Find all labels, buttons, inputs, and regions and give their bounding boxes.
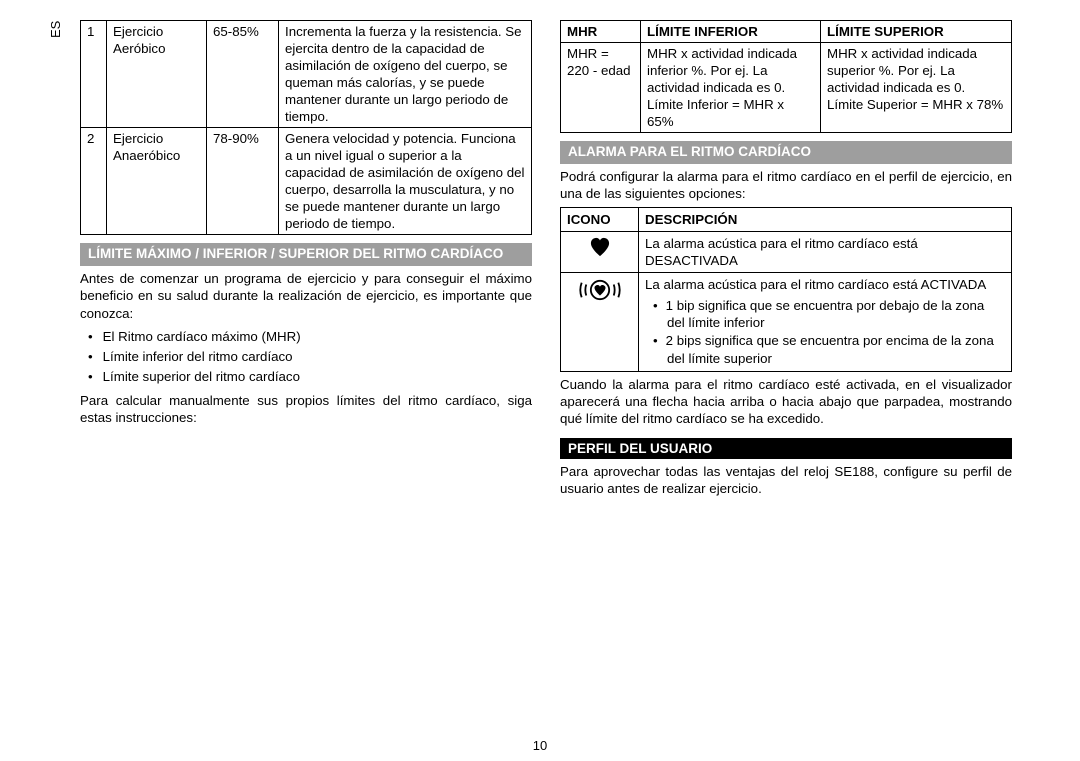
- alarm-head-icon: ICONO: [561, 207, 639, 231]
- mhr-cell-2: MHR x actividad indicada inferior %. Por…: [641, 43, 821, 133]
- ex-pct: 78-90%: [207, 128, 279, 235]
- section-heading-alarm: ALARMA PARA EL RITMO CARDÍACO: [560, 141, 1012, 164]
- table-row: 2Ejercicio Anaeróbico78-90%Genera veloci…: [81, 128, 532, 235]
- alarm-sub-bullets: 1 bip significa que se encuentra por deb…: [645, 297, 1005, 367]
- alarm-after: Cuando la alarma para el ritmo cardíaco …: [560, 376, 1012, 428]
- mhr-table: MHR LÍMITE INFERIOR LÍMITE SUPERIOR MHR …: [560, 20, 1012, 133]
- mhr-head-3: LÍMITE SUPERIOR: [821, 21, 1012, 43]
- ex-pct: 65-85%: [207, 21, 279, 128]
- page-columns: 1Ejercicio Aeróbico65-85%Incrementa la f…: [0, 20, 1080, 501]
- list-item: 1 bip significa que se encuentra por deb…: [667, 297, 1005, 332]
- ex-desc: Genera velocidad y potencia. Funciona a …: [279, 128, 532, 235]
- exercise-table: 1Ejercicio Aeróbico65-85%Incrementa la f…: [80, 20, 532, 235]
- mhr-head-2: LÍMITE INFERIOR: [641, 21, 821, 43]
- profile-text: Para aprovechar todas las ventajas del r…: [560, 463, 1012, 498]
- list-item: 2 bips significa que se encuentra por en…: [667, 332, 1005, 367]
- section-heading-limits: LÍMITE MÁXIMO / INFERIOR / SUPERIOR DEL …: [80, 243, 532, 266]
- mhr-cell-1: MHR = 220 - edad: [561, 43, 641, 133]
- limits-instructions: Para calcular manualmente sus propios lí…: [80, 392, 532, 427]
- table-row: La alarma acústica para el ritmo cardíac…: [561, 231, 1012, 273]
- table-row: 1Ejercicio Aeróbico65-85%Incrementa la f…: [81, 21, 532, 128]
- alarm-head-desc: DESCRIPCIÓN: [639, 207, 1012, 231]
- alarm-desc-on-text: La alarma acústica para el ritmo cardíac…: [645, 277, 986, 292]
- ex-num: 1: [81, 21, 107, 128]
- alarm-desc-on: La alarma acústica para el ritmo cardíac…: [639, 273, 1012, 371]
- language-label: ES: [48, 21, 63, 38]
- left-column: 1Ejercicio Aeróbico65-85%Incrementa la f…: [80, 20, 532, 501]
- section-heading-profile: PERFIL DEL USUARIO: [560, 438, 1012, 459]
- ex-type: Ejercicio Anaeróbico: [107, 128, 207, 235]
- heart-icon: [561, 231, 639, 273]
- ex-num: 2: [81, 128, 107, 235]
- list-item: Límite inferior del ritmo cardíaco: [102, 348, 532, 366]
- heart-alarm-icon: [561, 273, 639, 371]
- alarm-desc-off: La alarma acústica para el ritmo cardíac…: [639, 231, 1012, 273]
- alarm-table: ICONO DESCRIPCIÓN La alarma acústica par…: [560, 207, 1012, 372]
- list-item: El Ritmo cardíaco máximo (MHR): [102, 328, 532, 346]
- mhr-cell-3: MHR x actividad indicada superior %. Por…: [821, 43, 1012, 133]
- ex-desc: Incrementa la fuerza y la resistencia. S…: [279, 21, 532, 128]
- page-number: 10: [0, 738, 1080, 753]
- limits-bullets: El Ritmo cardíaco máximo (MHR) Límite inf…: [80, 328, 532, 386]
- mhr-head-1: MHR: [561, 21, 641, 43]
- alarm-intro: Podrá configurar la alarma para el ritmo…: [560, 168, 1012, 203]
- ex-type: Ejercicio Aeróbico: [107, 21, 207, 128]
- right-column: MHR LÍMITE INFERIOR LÍMITE SUPERIOR MHR …: [560, 20, 1012, 501]
- table-row: La alarma acústica para el ritmo cardíac…: [561, 273, 1012, 371]
- list-item: Límite superior del ritmo cardíaco: [102, 368, 532, 386]
- limits-intro: Antes de comenzar un programa de ejercic…: [80, 270, 532, 322]
